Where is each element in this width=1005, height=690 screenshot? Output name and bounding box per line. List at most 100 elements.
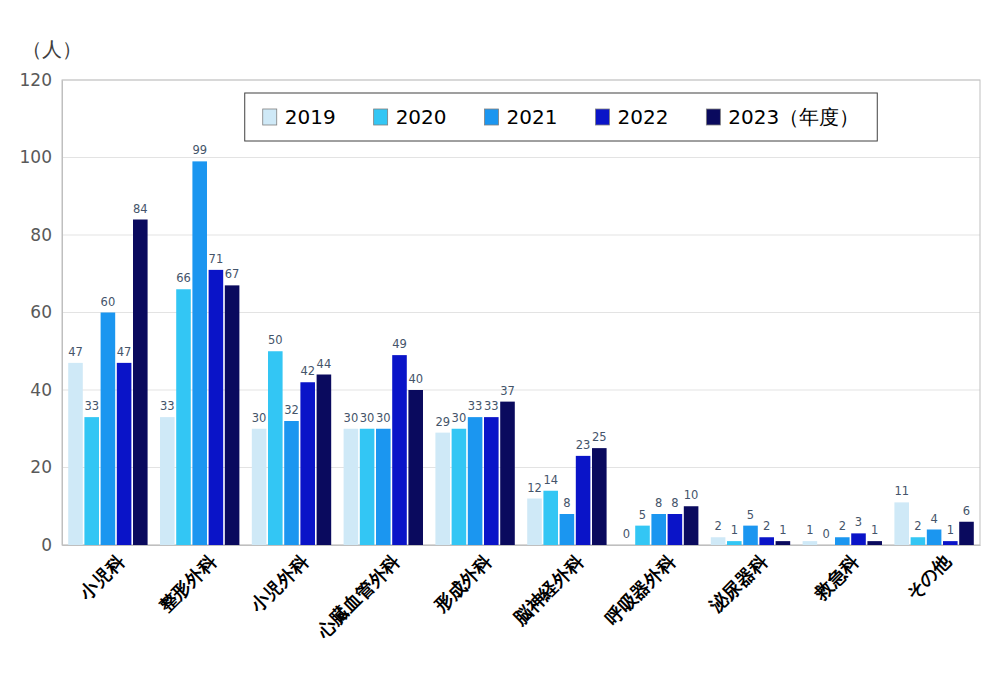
bar: [192, 161, 207, 545]
data-label: 12: [527, 481, 542, 495]
y-tick: 60: [30, 302, 62, 322]
y-tick-label: 20: [30, 457, 52, 477]
legend-swatch: [485, 109, 499, 125]
data-label: 84: [133, 202, 148, 216]
bar: [959, 522, 974, 545]
bar: [392, 355, 407, 545]
data-label: 40: [408, 372, 423, 386]
bar: [225, 285, 240, 545]
bar: [252, 429, 267, 545]
legend-swatch: [595, 109, 609, 125]
plot-frame: [62, 80, 980, 545]
data-label: 50: [268, 333, 283, 347]
y-tick-label: 100: [20, 147, 52, 167]
bar: [668, 514, 683, 545]
bar: [743, 526, 758, 545]
bar: [576, 456, 591, 545]
bar: [560, 514, 575, 545]
x-tick-label: 小児外科: [246, 550, 312, 616]
data-label: 2: [763, 519, 770, 533]
legend-item: 2019: [263, 105, 336, 129]
x-tick: 泌尿器科: [705, 545, 771, 617]
bar: [592, 448, 607, 545]
bar: [160, 417, 175, 545]
data-label: 67: [225, 267, 240, 281]
x-tick-label: 整形外科: [154, 550, 220, 616]
x-tick-label: その他: [902, 550, 956, 604]
grid: [62, 80, 980, 545]
x-tick: その他: [902, 545, 956, 603]
x-tick: 形成外科: [429, 545, 495, 617]
data-label: 23: [576, 438, 591, 452]
data-label: 49: [392, 337, 407, 351]
data-label: 0: [822, 527, 829, 541]
data-label: 29: [435, 415, 450, 429]
bar: [452, 429, 467, 545]
bar: [776, 541, 791, 545]
data-label: 3: [855, 515, 862, 529]
data-label: 8: [563, 496, 570, 510]
legend-item: 2022: [595, 105, 668, 129]
data-label: 11: [894, 484, 909, 498]
bar: [468, 417, 483, 545]
data-label: 25: [592, 430, 607, 444]
bar: [68, 363, 83, 545]
data-label: 1: [779, 523, 786, 537]
x-tick-label: 脳神経外科: [508, 550, 587, 629]
bar: [376, 429, 391, 545]
data-label: 33: [84, 399, 99, 413]
y-tick: 20: [30, 457, 62, 477]
x-tick: 救急科: [809, 545, 863, 604]
legend-swatch: [374, 109, 388, 125]
bar: [651, 514, 666, 545]
data-label: 1: [806, 523, 813, 537]
bar: [835, 537, 850, 545]
data-label: 1: [871, 523, 878, 537]
data-label: 1: [731, 523, 738, 537]
bar: [344, 429, 359, 545]
data-label: 30: [344, 411, 359, 425]
x-tick-label: 形成外科: [429, 550, 495, 616]
bar: [635, 526, 650, 545]
y-axis: 020406080100120: [20, 70, 63, 555]
y-tick-label: 40: [30, 380, 52, 400]
x-tick-label: 呼吸器外科: [601, 550, 679, 628]
data-label: 0: [623, 527, 630, 541]
bar: [268, 351, 283, 545]
legend-label: 2021: [507, 105, 558, 129]
bars: [68, 161, 974, 545]
bar: [101, 313, 116, 546]
data-label: 37: [500, 384, 515, 398]
y-tick-label: 120: [20, 70, 52, 90]
data-label: 32: [284, 403, 299, 417]
bar: [927, 530, 942, 546]
bar: [894, 502, 909, 545]
bar: [851, 533, 866, 545]
data-label: 30: [360, 411, 375, 425]
data-label: 2: [714, 519, 721, 533]
legend-label: 2020: [396, 105, 447, 129]
y-tick: 40: [30, 380, 62, 400]
data-label: 42: [300, 364, 315, 378]
bar: [209, 270, 224, 545]
legend: 20192020202120222023（年度）: [245, 93, 878, 141]
data-label: 2: [839, 519, 846, 533]
bar: [133, 220, 148, 546]
data-label: 6: [963, 504, 970, 518]
y-tick-label: 60: [30, 302, 52, 322]
x-tick: 整形外科: [154, 545, 220, 617]
bar: [803, 541, 818, 545]
data-label: 2: [914, 519, 921, 533]
bar: [435, 433, 450, 545]
bar: [317, 375, 332, 546]
bar: [867, 541, 882, 545]
bar: [911, 537, 926, 545]
x-axis: 小児科整形外科小児外科心臓血管外科形成外科脳神経外科呼吸器外科泌尿器科救急科その…: [63, 545, 981, 642]
bar: [619, 545, 634, 546]
y-tick-label: 0: [41, 535, 52, 555]
bar: [527, 499, 542, 546]
y-tick: 120: [20, 70, 62, 90]
bar: [360, 429, 375, 545]
bar: [711, 537, 726, 545]
data-label: 10: [684, 488, 699, 502]
